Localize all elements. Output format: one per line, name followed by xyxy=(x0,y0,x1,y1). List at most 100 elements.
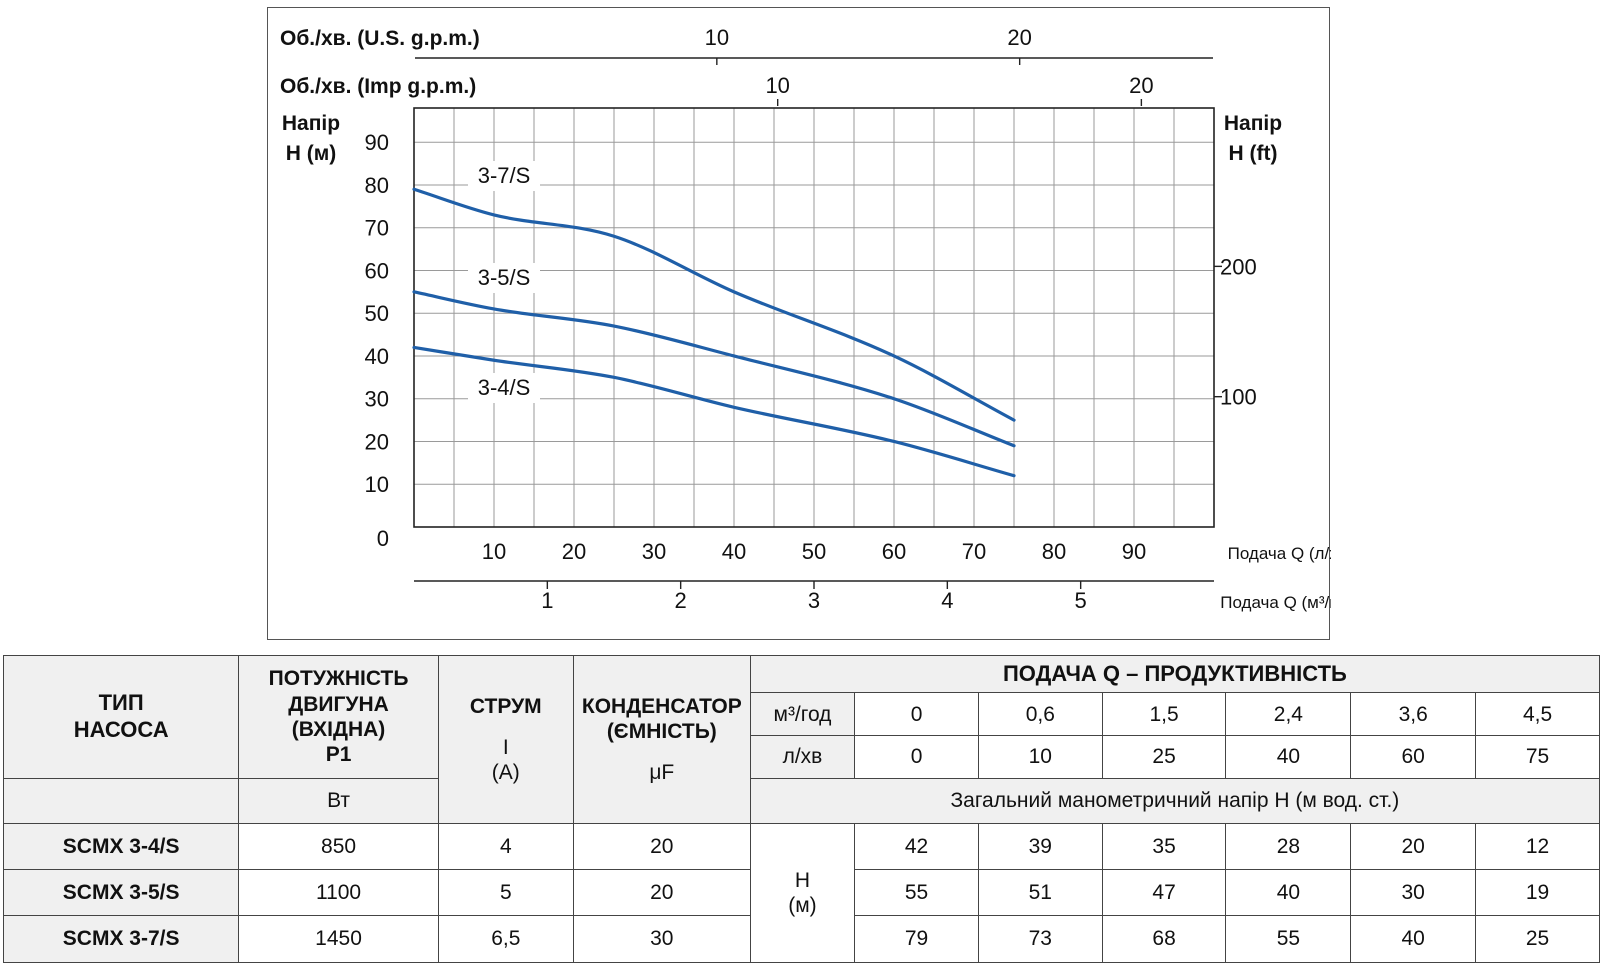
lmin-value: 25 xyxy=(1101,734,1227,779)
pump-type: SCMX 3-4/S xyxy=(2,823,240,871)
usgpm-tick-label: 20 xyxy=(1007,25,1031,50)
axis-labels: 0 10 20 30 40 50 60 70 80 90 10 20 30 40 50 60 70 80 90 Под… xyxy=(280,25,1331,613)
lmin-value: 60 xyxy=(1350,734,1477,779)
power-value: 1450 xyxy=(238,915,439,963)
grid xyxy=(414,108,1214,527)
lmin-value: 0 xyxy=(854,734,979,779)
series-label: 3-5/S xyxy=(478,265,531,290)
head-value: 30 xyxy=(1350,869,1477,917)
pump-type: SCMX 3-7/S xyxy=(2,915,240,963)
m3h-value: 0 xyxy=(854,692,979,736)
m3h-tick-label: 1 xyxy=(541,588,553,613)
head-value: 40 xyxy=(1350,915,1477,963)
head-value: 79 xyxy=(854,915,979,963)
m3h-value: 0,6 xyxy=(977,692,1103,736)
head-value: 19 xyxy=(1475,869,1600,917)
series-lines: 3-7/S 3-5/S 3-4/S xyxy=(412,161,1016,478)
series-line xyxy=(412,345,1016,478)
head-value: 40 xyxy=(1225,869,1352,917)
power-value: 850 xyxy=(238,823,439,871)
head-value: 55 xyxy=(854,869,979,917)
power-value: 1100 xyxy=(238,869,439,917)
table-row: SCMX 3-5/S 1100 5 20 55 51 47 40 30 19 xyxy=(2,869,1600,917)
x-tick-label: 20 xyxy=(562,539,586,564)
capacitor-value: 30 xyxy=(572,915,751,963)
m3h-unit-label: м³/год xyxy=(749,692,856,736)
lmin-unit-label: л/хв xyxy=(749,734,856,779)
m3h-value: 2,4 xyxy=(1225,692,1352,736)
capacitor-value: 20 xyxy=(572,823,751,871)
power-header: ПОТУЖНІСТЬ ДВИГУНА (ВХІДНА) P1 xyxy=(238,655,439,779)
y-tick-label: 0 xyxy=(377,526,389,551)
head-value: 12 xyxy=(1475,823,1600,871)
capacitor-header: КОНДЕНСАТОР (ЄМНІСТЬ) μF xyxy=(572,654,751,825)
x-tick-label: 90 xyxy=(1122,539,1146,564)
lmin-value: 75 xyxy=(1475,734,1600,779)
x-tick-label: 70 xyxy=(962,539,986,564)
y-tick-label: 40 xyxy=(365,344,389,369)
series-label: 3-7/S xyxy=(478,163,531,188)
ft-tick-label: 100 xyxy=(1220,385,1257,410)
y-tick-label: 10 xyxy=(365,472,389,497)
x-axis-label: Подача Q (л/хв) xyxy=(1228,544,1331,563)
m3h-tick-label: 4 xyxy=(941,588,953,613)
series-line xyxy=(412,187,1016,422)
head-value: 51 xyxy=(977,869,1103,917)
axes xyxy=(413,57,1222,589)
type-header: ТИП НАСОСА xyxy=(2,655,240,779)
x-tick-label: 60 xyxy=(882,539,906,564)
plot-frame xyxy=(413,107,1215,528)
series-label-bg xyxy=(468,161,540,191)
m3h-axis-label: Подача Q (м³/год) xyxy=(1220,593,1331,612)
flow-header: ПОДАЧА Q – ПРОДУКТИВНІСТЬ xyxy=(749,654,1601,694)
power-unit: Вт xyxy=(238,777,439,825)
series-line xyxy=(412,290,1016,448)
type-header-spacer xyxy=(2,777,240,825)
capacitor-value: 20 xyxy=(572,869,751,917)
chart-canvas: 3-7/S 3-5/S 3-4/S 0 10 20 30 40 50 60 70 80 90 10 20 3… xyxy=(280,25,1331,613)
current-header: СТРУМ I (A) xyxy=(437,654,574,825)
y-axis-unit-label: H (м) xyxy=(286,142,337,165)
m3h-value: 1,5 xyxy=(1101,692,1227,736)
lmin-value: 40 xyxy=(1225,734,1352,779)
y-axis-label: Напір xyxy=(282,112,340,135)
y-tick-label: 80 xyxy=(365,173,389,198)
y2-axis-unit-label: H (ft) xyxy=(1229,142,1278,165)
head-value: 47 xyxy=(1101,869,1227,917)
table-row: SCMX 3-4/S 850 4 20 H (м) 42 39 35 28 20 … xyxy=(2,823,1600,963)
impgpm-tick-label: 20 xyxy=(1129,73,1153,98)
series-label-bg xyxy=(468,263,540,293)
pump-curve-chart: 3-7/S 3-5/S 3-4/S 0 10 20 30 40 50 60 70 80 90 10 20 3… xyxy=(267,7,1331,640)
y2-axis-label: Напір xyxy=(1224,112,1282,135)
head-unit: H (м) xyxy=(749,823,856,963)
x-tick-label: 10 xyxy=(482,539,506,564)
x-tick-label: 40 xyxy=(722,539,746,564)
head-caption: Загальний манометричний напір H (м вод. … xyxy=(749,777,1601,825)
series-label-bg xyxy=(468,373,540,403)
head-value: 35 xyxy=(1101,823,1227,871)
impgpm-tick-label: 10 xyxy=(765,73,789,98)
head-value: 68 xyxy=(1101,915,1227,963)
head-value: 39 xyxy=(977,823,1103,871)
y-tick-label: 90 xyxy=(365,130,389,155)
head-value: 28 xyxy=(1225,823,1352,871)
m3h-tick-label: 2 xyxy=(675,588,687,613)
table-row: SCMX 3-7/S 1450 6,5 30 79 73 68 55 40 25 xyxy=(2,915,1600,963)
y-tick-label: 30 xyxy=(365,387,389,412)
usgpm-tick-label: 10 xyxy=(705,25,729,50)
head-value: 25 xyxy=(1475,915,1600,963)
head-value: 73 xyxy=(977,915,1103,963)
head-value: 42 xyxy=(854,823,979,871)
head-value: 20 xyxy=(1350,823,1477,871)
y-tick-label: 50 xyxy=(365,301,389,326)
y-tick-label: 60 xyxy=(365,258,389,283)
head-value: 55 xyxy=(1225,915,1352,963)
performance-table: ТИП НАСОСА ПОТУЖНІСТЬ ДВИГУНА (ВХІДНА) P1 СТ… xyxy=(2,654,1601,963)
impgpm-axis-label: Об./хв. (Imp g.p.m.) xyxy=(280,75,476,98)
y-tick-label: 70 xyxy=(365,216,389,241)
x-tick-label: 80 xyxy=(1042,539,1066,564)
current-value: 6,5 xyxy=(437,915,574,963)
pump-type: SCMX 3-5/S xyxy=(2,869,240,917)
current-value: 5 xyxy=(437,869,574,917)
lmin-value: 10 xyxy=(977,734,1103,779)
